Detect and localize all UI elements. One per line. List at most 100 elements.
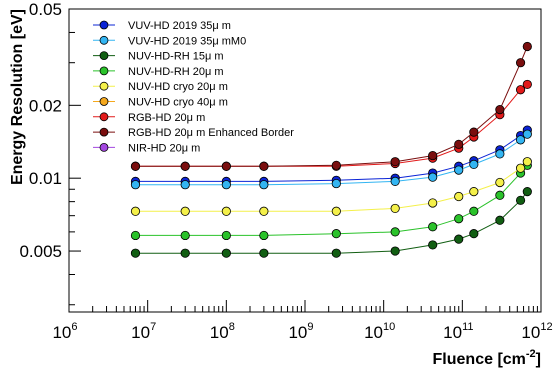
- x-tick-label-base: 10: [210, 323, 229, 342]
- x-tick-label: 1011: [443, 321, 473, 342]
- legend-label: NUV-HD cryo 40μ m: [128, 97, 228, 109]
- data-point: [495, 215, 505, 225]
- data-point: [454, 139, 464, 149]
- data-point: [259, 248, 269, 258]
- x-axis-title-main: Fluence [cm: [433, 351, 526, 368]
- data-point: [454, 191, 464, 202]
- x-axis-title-superscript: -2: [526, 348, 536, 360]
- data-point: [331, 229, 341, 239]
- legend-marker: [99, 127, 109, 137]
- series-line: [135, 46, 528, 167]
- data-point: [428, 198, 438, 208]
- data-point: [522, 79, 532, 90]
- data-point: [469, 187, 479, 197]
- legend-label: NIR-HD 20μ m: [128, 142, 200, 154]
- data-point: [130, 230, 141, 241]
- series-1: [130, 129, 532, 190]
- data-point: [515, 195, 526, 205]
- data-point: [180, 206, 190, 216]
- data-point: [469, 159, 479, 170]
- data-point: [428, 222, 438, 232]
- x-tick-label: 1010: [364, 321, 395, 342]
- data-point: [390, 227, 400, 237]
- data-point: [522, 129, 532, 139]
- data-point: [259, 206, 269, 216]
- x-axis-title: Fluence [cm-2]: [433, 348, 541, 368]
- data-point: [180, 161, 190, 171]
- series-line: [135, 191, 528, 254]
- data-point: [331, 248, 341, 258]
- data-point: [515, 163, 526, 173]
- legend-label: VUV-HD 2019 35μ m: [128, 20, 231, 32]
- data-point: [522, 187, 532, 197]
- legend-marker: [99, 97, 109, 106]
- data-point: [180, 180, 190, 190]
- legend-label: NUV-HD-RH 15μ m: [128, 51, 224, 63]
- legend-label: NUV-HD-RH 20μ m: [128, 66, 224, 78]
- data-point: [180, 248, 190, 258]
- x-tick-label-exponent: 10: [383, 321, 395, 333]
- axis-ticks: [68, 8, 542, 312]
- data-point: [495, 149, 505, 159]
- x-tick-labels: 106 107 108 109 1010 1011 1012: [52, 321, 552, 342]
- data-point: [259, 180, 269, 190]
- x-tick-label-exponent: 6: [71, 321, 77, 333]
- legend-label: VUV-HD 2019 35μ mM0: [128, 35, 246, 47]
- data-point: [331, 206, 341, 216]
- data-point: [515, 135, 526, 145]
- data-point: [331, 178, 341, 189]
- data-point: [390, 176, 400, 186]
- x-axis-title-end: ]: [536, 351, 541, 368]
- legend-marker: [99, 35, 109, 45]
- data-point: [522, 41, 532, 52]
- x-tick-label-exponent: 12: [540, 321, 552, 333]
- data-point: [390, 246, 400, 256]
- series-layer: [130, 41, 532, 258]
- y-axis-title: Energy Resolution [eV]: [9, 9, 26, 185]
- data-point: [130, 206, 141, 216]
- data-point: [428, 150, 438, 161]
- data-point: [495, 105, 505, 115]
- y-tick-label: 0.005: [19, 242, 62, 261]
- data-point: [130, 248, 141, 258]
- data-point: [180, 230, 190, 241]
- y-tick-label: 0.01: [29, 169, 62, 188]
- x-tick-label: 1012: [521, 321, 552, 342]
- legend-marker: [99, 20, 109, 30]
- data-point: [428, 240, 438, 250]
- x-tick-label-base: 10: [443, 323, 462, 342]
- legend-marker: [99, 81, 109, 91]
- x-tick-label: 106: [52, 321, 77, 342]
- data-point: [221, 230, 231, 241]
- legend-label: NUV-HD cryo 20μ m: [128, 81, 228, 93]
- data-point: [469, 206, 479, 216]
- legend-marker: [99, 51, 109, 60]
- data-point: [454, 165, 464, 175]
- x-tick-label-exponent: 9: [307, 321, 313, 333]
- y-tick-labels: 0.005 0.01 0.02 0.05: [19, 0, 62, 261]
- data-point: [495, 177, 505, 188]
- legend-marker: [99, 66, 109, 76]
- legend-marker: [99, 112, 109, 122]
- data-point: [130, 161, 141, 171]
- data-point: [221, 248, 231, 258]
- data-point: [428, 172, 438, 182]
- series-3: [130, 160, 532, 241]
- x-tick-label-base: 10: [364, 323, 383, 342]
- x-tick-label-exponent: 11: [462, 321, 473, 333]
- data-point: [331, 160, 341, 170]
- x-tick-label-exponent: 7: [150, 321, 156, 333]
- legend: VUV-HD 2019 35μ m VUV-HD 2019 35μ mM0 NUV-…: [93, 20, 294, 154]
- data-point: [522, 157, 532, 167]
- data-point: [515, 58, 526, 68]
- data-point: [390, 157, 400, 167]
- data-point: [130, 180, 141, 190]
- y-tick-label: 0.05: [29, 0, 62, 19]
- data-point: [221, 206, 231, 216]
- legend-label: RGB-HD 20μ m Enhanced Border: [128, 127, 294, 139]
- x-tick-label: 107: [131, 321, 156, 342]
- data-point: [221, 180, 231, 190]
- x-tick-label: 108: [210, 321, 235, 342]
- data-point: [469, 229, 479, 239]
